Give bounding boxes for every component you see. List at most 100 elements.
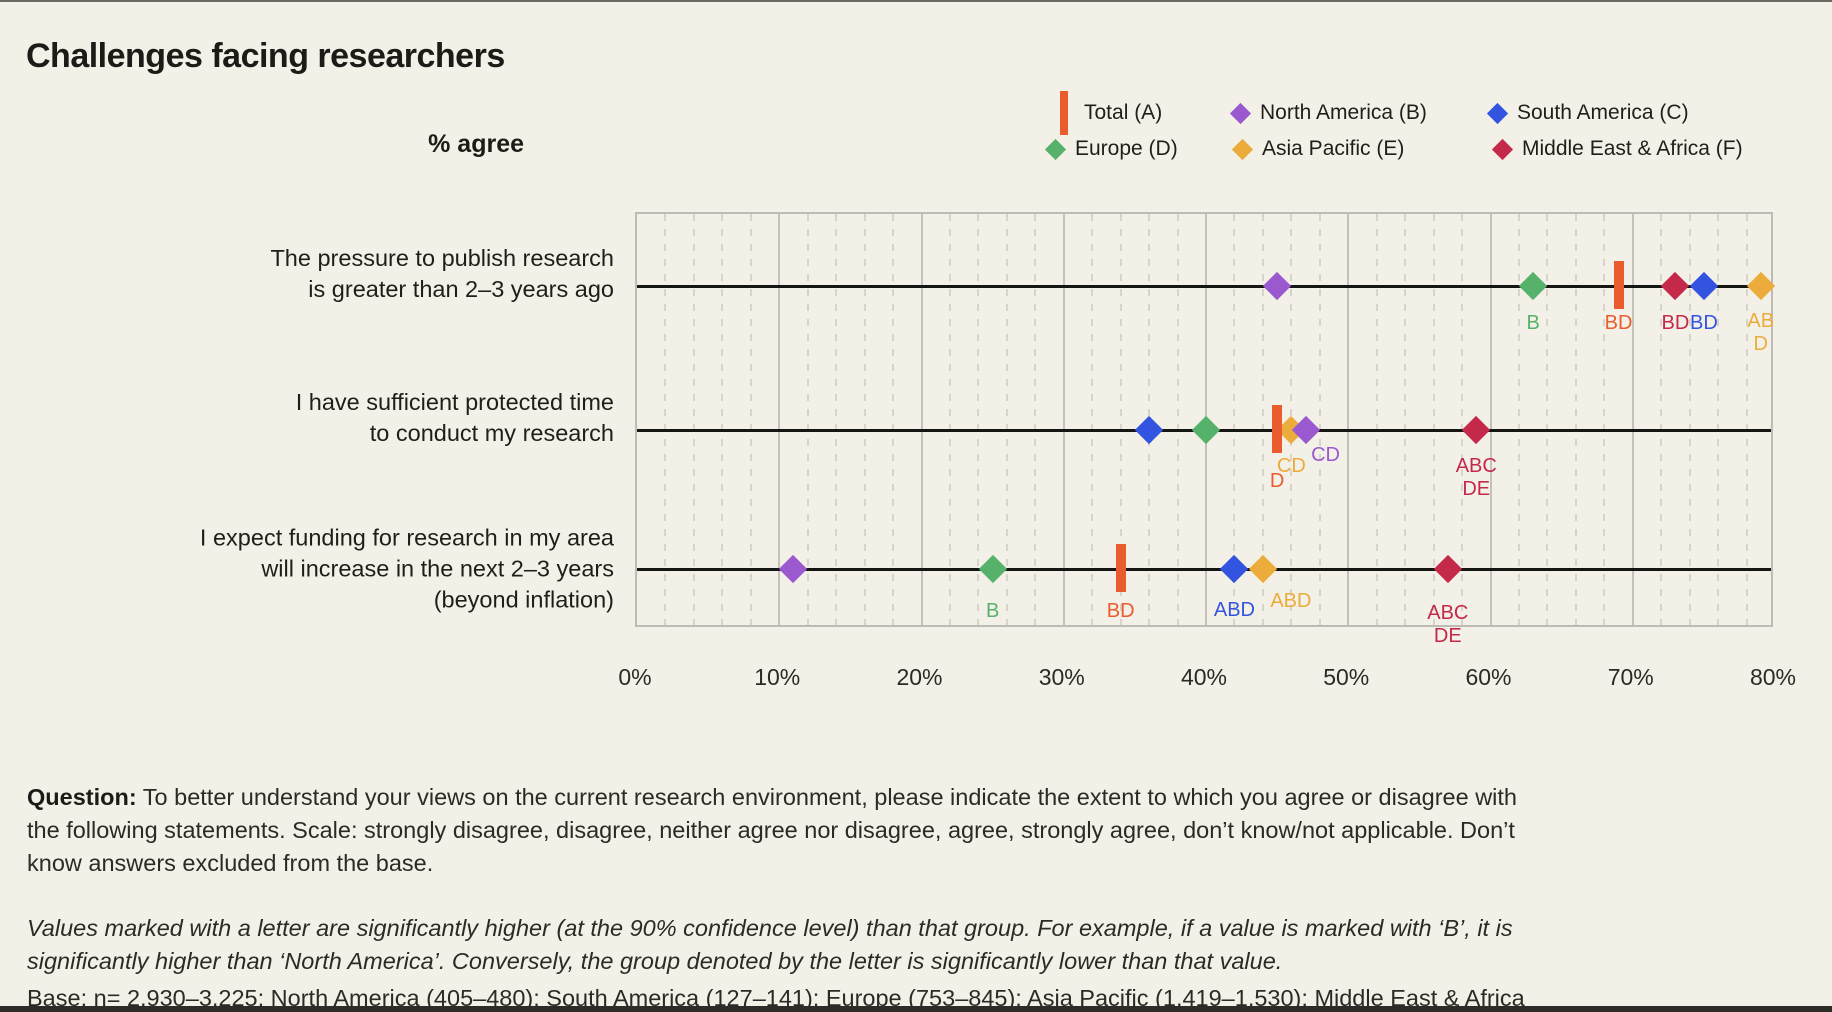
marker-diamond-d [978, 554, 1007, 584]
marker-diamond-e [1248, 554, 1278, 584]
legend-item-c: South America (C) [1486, 101, 1689, 125]
gridline-dashed [1745, 214, 1748, 625]
gridline-solid [1347, 214, 1350, 625]
gridline-dashed [1005, 214, 1008, 625]
significance-label: B [1526, 312, 1540, 334]
significance-label: BD [1106, 600, 1135, 622]
gridline-dashed [1176, 214, 1179, 625]
gridline-dashed [977, 214, 980, 625]
gridline-dashed [1717, 214, 1720, 625]
legend-diamond-shape [1486, 102, 1508, 124]
legend-item-b: North America (B) [1229, 101, 1427, 125]
x-tick-label: 30% [1038, 664, 1085, 690]
gridline-dashed [1517, 214, 1520, 625]
marker-total-bar [1272, 405, 1283, 453]
significance-label: ABC DE [1427, 602, 1469, 647]
legend-diamond-shape [1231, 138, 1253, 160]
significance-label: D [1269, 470, 1285, 492]
question-label: Question: [27, 783, 137, 810]
marker-diamond-f [1433, 554, 1462, 584]
gridline-dashed [664, 214, 667, 625]
significance-note: Values marked with a letter are signific… [27, 914, 1513, 974]
axis-unit-label: % agree [428, 130, 524, 158]
marker-diamond-f [1462, 415, 1491, 445]
marker-diamond-c [1689, 271, 1719, 301]
question-text: To better understand your views on the c… [27, 783, 1517, 876]
x-tick-label: 60% [1465, 664, 1512, 690]
significance-label: B [985, 600, 1000, 622]
significance-label: CD [1276, 455, 1306, 477]
significance-label: ABD [1270, 590, 1312, 612]
gridline-dashed [1318, 214, 1321, 625]
legend-diamond-shape [1044, 138, 1066, 160]
gridline-dashed [1034, 214, 1037, 625]
marker-diamond-f [1661, 271, 1690, 301]
legend-label: Middle East & Africa (F) [1522, 137, 1743, 160]
gridline-dashed [1091, 214, 1094, 625]
gridline-dashed [1233, 214, 1236, 625]
marker-total-bar [1115, 544, 1126, 592]
significance-label: ABC DE [1455, 455, 1497, 500]
diamond-icon [1229, 102, 1251, 124]
gridline-solid [778, 214, 781, 625]
statement-label: The pressure to publish research is grea… [270, 245, 614, 302]
x-tick-label: 50% [1323, 664, 1370, 690]
gridline-dashed [1119, 214, 1122, 625]
gridline-dashed [1461, 214, 1464, 625]
gridline-dashed [692, 214, 695, 625]
significance-label: BD [1689, 312, 1718, 334]
legend-label: Total (A) [1084, 101, 1163, 124]
x-tick-label: 20% [896, 664, 943, 690]
plot-area: B BD BD BD AB D CD CD D ABC DE B BD ABD ABD ABC DE [635, 212, 1775, 647]
gridline-solid [920, 214, 923, 625]
marker-diamond-c [1220, 554, 1249, 584]
x-tick-label: 70% [1607, 664, 1654, 690]
diamond-icon [1486, 102, 1508, 124]
statement-label: I expect funding for research in my area… [199, 524, 614, 613]
x-tick-label: 80% [1749, 664, 1797, 690]
marker-diamond-d [1191, 415, 1221, 445]
gridline-dashed [863, 214, 866, 625]
diamond-icon [1491, 138, 1513, 160]
gridline-dashed [835, 214, 838, 625]
gridline-dashed [1660, 214, 1663, 625]
gridline-dashed [1404, 214, 1407, 625]
gridline-dashed [1261, 214, 1264, 625]
marker-diamond-b [1262, 271, 1292, 301]
marker-diamond-d [1519, 271, 1548, 301]
significance-label: ABD [1213, 599, 1255, 621]
significance-label: BD [1661, 312, 1690, 334]
top-edge-divider [0, 0, 1832, 2]
legend-item-e: Asia Pacific (E) [1231, 137, 1404, 161]
x-tick-label: 40% [1180, 664, 1228, 690]
gridline-dashed [1546, 214, 1549, 625]
gridline-dashed [1603, 214, 1606, 625]
legend-bar-shape [1060, 91, 1068, 135]
x-tick-label: 0% [618, 664, 652, 690]
gridline-dashed [1574, 214, 1577, 625]
gridline-dashed [721, 214, 724, 625]
gridline-dashed [892, 214, 895, 625]
diamond-icon [1044, 138, 1066, 160]
legend-label: Europe (D) [1075, 137, 1178, 160]
bottom-edge-divider [0, 1006, 1832, 1012]
marker-diamond-e [1746, 271, 1775, 301]
legend-item-f: Middle East & Africa (F) [1491, 137, 1743, 161]
legend-label: Asia Pacific (E) [1262, 137, 1405, 160]
diamond-icon [1231, 138, 1253, 160]
legend-label: South America (C) [1517, 101, 1689, 124]
legend-item-a: Total (A) [1053, 91, 1163, 135]
marker-diamond-b [779, 554, 808, 584]
statement-line [637, 285, 1771, 288]
marker-total-bar [1613, 261, 1624, 309]
significance-label: AB D [1747, 310, 1775, 355]
page-title: Challenges facing researchers [26, 36, 505, 75]
total-bar-icon [1053, 91, 1075, 135]
statement-line [637, 568, 1771, 571]
gridline-dashed [806, 214, 809, 625]
gridline-solid [1062, 214, 1065, 625]
gridline-solid [1631, 214, 1634, 625]
gridline-dashed [1432, 214, 1435, 625]
statement-label: I have sufficient protected time to cond… [295, 389, 614, 446]
marker-diamond-c [1134, 415, 1164, 445]
